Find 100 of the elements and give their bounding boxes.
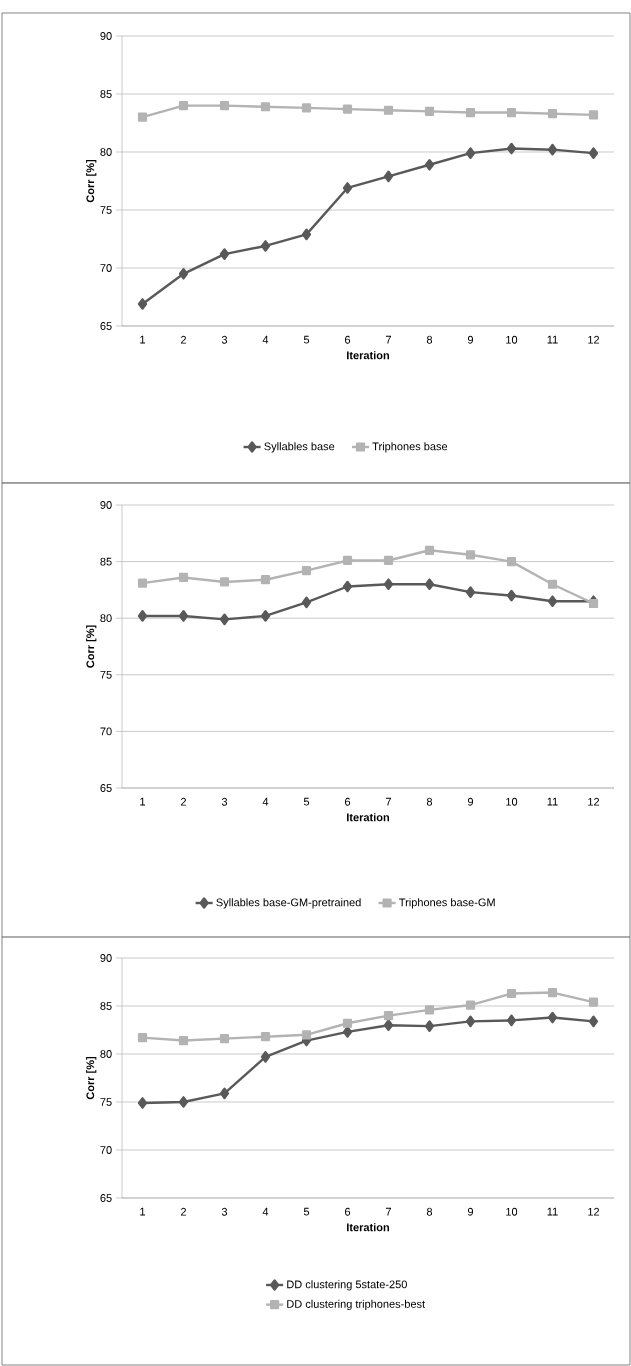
y-tick-label: 70 (100, 1146, 112, 1154)
y-tick-label: 85 (100, 1002, 112, 1010)
legend-label: Triphones base-GM (399, 898, 495, 909)
point (342, 1018, 353, 1028)
point (506, 107, 517, 118)
x-axis-title: Iteration (347, 351, 390, 360)
point (465, 1000, 476, 1010)
y-tick-label: 65 (100, 1194, 112, 1202)
x-axis-title: Iteration (347, 1223, 390, 1232)
point (547, 579, 558, 589)
x-tick-label: 9 (467, 335, 474, 344)
legend-label: Syllables base (264, 442, 335, 453)
point (465, 1015, 476, 1028)
x-tick-label: 8 (426, 797, 433, 806)
point (219, 613, 230, 626)
point (178, 101, 189, 111)
point (424, 1005, 435, 1015)
x-tick-label: 10 (506, 335, 518, 344)
y-tick-label: 85 (100, 557, 112, 566)
point (178, 572, 189, 583)
point (260, 1051, 271, 1063)
point (465, 586, 476, 598)
point (219, 101, 230, 111)
point (342, 580, 353, 593)
x-tick-label: 10 (506, 1207, 518, 1216)
point (547, 109, 558, 119)
y-tick-label: 80 (100, 148, 112, 156)
x-tick-label: 8 (426, 1207, 433, 1216)
legend-label: Syllables base-GM-pretrained (216, 898, 361, 909)
point (260, 610, 271, 622)
x-tick-label: 9 (467, 797, 474, 806)
point (342, 104, 353, 114)
x-tick-label: 11 (547, 335, 558, 344)
x-tick-label: 4 (262, 335, 269, 344)
point (547, 1011, 558, 1024)
legend-label: DD clustering 5state-250 (287, 1280, 407, 1291)
point (506, 142, 517, 155)
y-tick-label: 65 (100, 784, 112, 792)
y-tick-label: 90 (100, 501, 112, 509)
point (178, 610, 189, 622)
point (588, 110, 599, 120)
point (219, 1087, 230, 1100)
point (588, 1015, 599, 1028)
y-tick-label: 75 (100, 670, 112, 679)
x-tick-label: 3 (221, 335, 228, 344)
point (506, 589, 517, 602)
point (137, 112, 148, 122)
point (301, 1030, 312, 1040)
point (178, 268, 189, 280)
point (219, 248, 230, 260)
point (383, 1019, 394, 1031)
point (260, 240, 271, 252)
x-tick-label: 5 (303, 1207, 310, 1216)
point (383, 105, 394, 115)
x-tick-label: 11 (547, 1207, 558, 1216)
point (260, 102, 271, 112)
point (301, 566, 312, 576)
x-tick-label: 9 (467, 1207, 474, 1216)
y-axis-title: Corr [%] (86, 625, 97, 668)
x-tick-label: 12 (588, 797, 600, 806)
x-tick-label: 5 (303, 797, 310, 806)
point (465, 550, 476, 560)
point (383, 578, 394, 591)
x-tick-label: 7 (386, 797, 391, 806)
point (588, 147, 599, 159)
point (178, 1035, 189, 1046)
x-tick-label: 7 (386, 335, 391, 344)
x-tick-label: 8 (426, 335, 433, 344)
x-tick-label: 3 (221, 1207, 228, 1216)
x-tick-label: 4 (262, 797, 269, 806)
point (301, 103, 312, 113)
y-tick-label: 70 (100, 727, 112, 736)
legend-label: DD clustering triphones-best (287, 1299, 426, 1311)
x-tick-label: 2 (180, 1207, 187, 1216)
y-tick-label: 75 (100, 1098, 112, 1106)
point (424, 106, 435, 116)
x-tick-label: 3 (221, 797, 228, 806)
point (465, 107, 476, 118)
point (424, 545, 435, 555)
x-tick-label: 4 (262, 1207, 269, 1216)
point (588, 997, 599, 1007)
y-tick-label: 85 (100, 90, 112, 98)
y-tick-label: 80 (100, 614, 112, 623)
point (342, 182, 353, 194)
y-tick-label: 75 (100, 206, 112, 214)
point (219, 577, 230, 587)
point (506, 988, 517, 999)
point (260, 575, 271, 585)
x-axis-title: Iteration (347, 813, 390, 822)
point (465, 147, 476, 159)
point (342, 1026, 353, 1038)
point (301, 228, 312, 241)
point (137, 298, 148, 310)
point (137, 610, 148, 622)
y-axis-title: Corr [%] (86, 1056, 97, 1100)
point (178, 1096, 189, 1108)
point (342, 555, 353, 566)
x-tick-label: 12 (588, 335, 600, 344)
x-tick-label: 5 (303, 335, 310, 344)
y-tick-label: 90 (100, 32, 112, 40)
